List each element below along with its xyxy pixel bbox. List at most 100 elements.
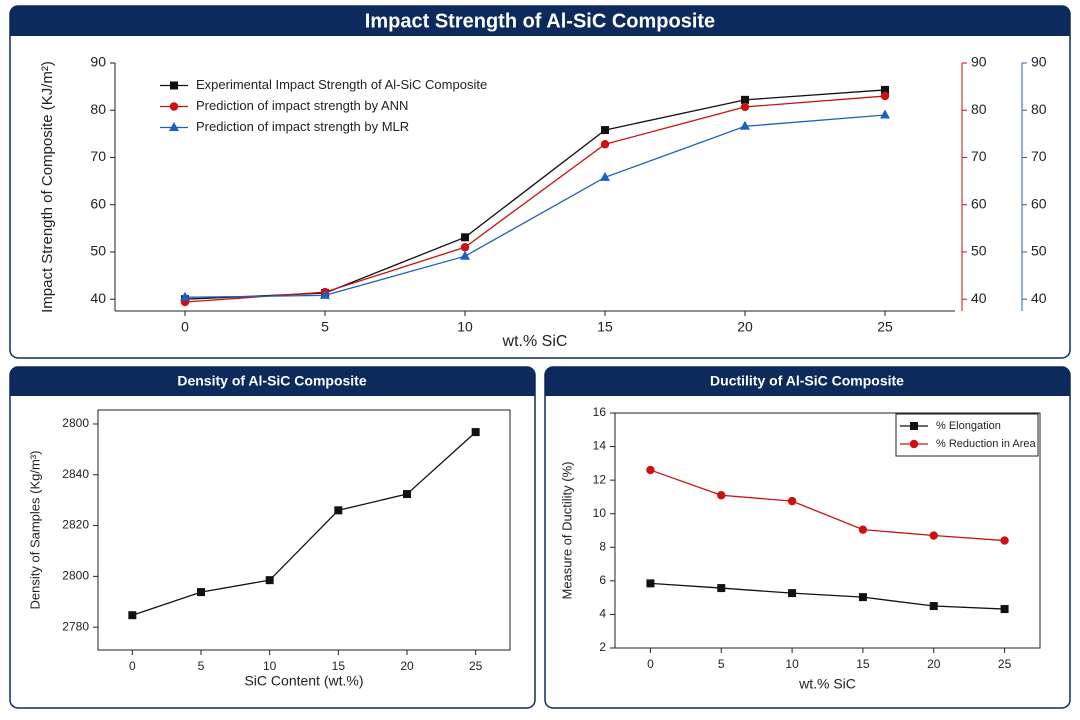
panel-header (10, 6, 1070, 36)
marker (334, 506, 343, 515)
x-tick-label: 20 (927, 657, 941, 671)
series-line (132, 431, 477, 616)
marker (646, 579, 655, 588)
marker (600, 140, 610, 149)
marker (880, 91, 890, 101)
x-tick-label: 20 (737, 319, 753, 335)
series-line (184, 114, 886, 298)
chart-title: Ductility of Al-SiC Composite (710, 373, 904, 389)
y-tick-label: 60 (90, 195, 106, 211)
y-tick-label: 40 (971, 290, 987, 306)
x-tick-label: 5 (718, 657, 725, 671)
marker (787, 496, 797, 506)
legend-label: % Reduction in Area (936, 438, 1037, 450)
y-tick-label: 80 (971, 101, 987, 117)
marker (320, 289, 330, 299)
marker (788, 589, 797, 598)
marker (881, 85, 889, 94)
x-tick-label: 15 (597, 319, 613, 335)
x-tick-label: 0 (181, 319, 189, 335)
legend-label: Experimental Impact Strength of Al-SiC C… (196, 77, 487, 92)
y-tick-label: 2840 (62, 467, 89, 481)
y-tick-label: 12 (593, 472, 607, 486)
y-tick-label: 2780 (62, 619, 89, 633)
panel (9, 5, 1071, 359)
y-tick-label: 80 (1031, 101, 1047, 117)
y-tick-label: 4 (599, 607, 606, 621)
y-tick-label: 90 (1031, 54, 1047, 70)
y-tick-label: 80 (90, 101, 106, 117)
marker (460, 250, 470, 260)
y-tick-label: 2800 (62, 416, 89, 430)
marker (170, 81, 178, 90)
y-tick-label: 50 (971, 243, 987, 259)
x-tick-label: 25 (998, 657, 1012, 671)
marker (858, 525, 868, 534)
legend-label: Prediction of impact strength by ANN (196, 98, 408, 113)
y-tick-label: 6 (599, 573, 606, 587)
marker (741, 95, 749, 104)
marker (909, 439, 919, 449)
legend-label: % Elongation (936, 420, 1001, 432)
y-tick-label: 40 (90, 290, 106, 306)
chart-title: Density of Al-SiC Composite (177, 373, 366, 389)
y-tick-label: 8 (599, 539, 606, 553)
x-tick-label: 10 (785, 657, 799, 671)
marker (600, 171, 610, 181)
marker (646, 465, 655, 475)
y-tick-label: 90 (971, 54, 987, 70)
x-tick-label: 15 (332, 659, 346, 673)
marker (858, 593, 867, 602)
marker (460, 243, 470, 252)
marker (1000, 605, 1009, 614)
marker (929, 602, 938, 611)
x-tick-label: 25 (469, 659, 483, 673)
y-tick-label: 2800 (62, 569, 89, 583)
y-tick-label: 70 (90, 148, 106, 164)
x-tick-label: 5 (321, 319, 329, 335)
marker (197, 588, 205, 597)
x-tick-label: 10 (263, 659, 277, 673)
panel-header (545, 367, 1070, 396)
marker (128, 611, 137, 620)
marker (169, 122, 179, 131)
legend-box (895, 413, 1039, 457)
marker (471, 428, 480, 437)
y-tick-label: 2820 (62, 518, 89, 532)
x-tick-label: 0 (647, 657, 654, 671)
series-line (650, 582, 1005, 610)
x-tick-label: 20 (400, 659, 414, 673)
y-tick-label: 90 (90, 54, 106, 70)
x-tick-label: 25 (877, 319, 893, 335)
x-axis-label: wt.% SiC (798, 676, 856, 692)
y-tick-label: 10 (593, 506, 607, 520)
y-tick-label: 70 (971, 148, 987, 164)
y-axis-label: Measure of Ductility (%) (559, 462, 574, 600)
marker (717, 491, 726, 500)
x-tick-label: 15 (856, 657, 870, 671)
marker (910, 422, 918, 430)
y-axis-label: Impact Strength of Composite (KJ/m²) (39, 61, 56, 313)
marker (601, 126, 609, 135)
x-tick-label: 0 (129, 659, 136, 673)
x-axis-label: SiC Content (wt.%) (244, 673, 363, 689)
y-tick-label: 14 (593, 439, 607, 453)
marker (265, 576, 274, 585)
marker (403, 490, 411, 499)
series-line (184, 95, 886, 303)
y-tick-label: 40 (1031, 290, 1047, 306)
marker (740, 102, 750, 112)
marker (1000, 536, 1009, 545)
x-axis-label: wt.% SiC (502, 333, 568, 350)
marker (880, 109, 890, 119)
chart-title: Impact Strength of Al-SiC Composite (365, 10, 715, 32)
y-tick-label: 16 (593, 405, 607, 419)
marker (169, 102, 179, 111)
x-tick-label: 10 (457, 319, 473, 335)
y-tick-label: 60 (1031, 195, 1047, 211)
y-tick-label: 2 (599, 640, 606, 654)
panel-header (10, 367, 535, 396)
y-tick-label: 50 (90, 243, 106, 259)
y-tick-label: 50 (1031, 243, 1047, 259)
